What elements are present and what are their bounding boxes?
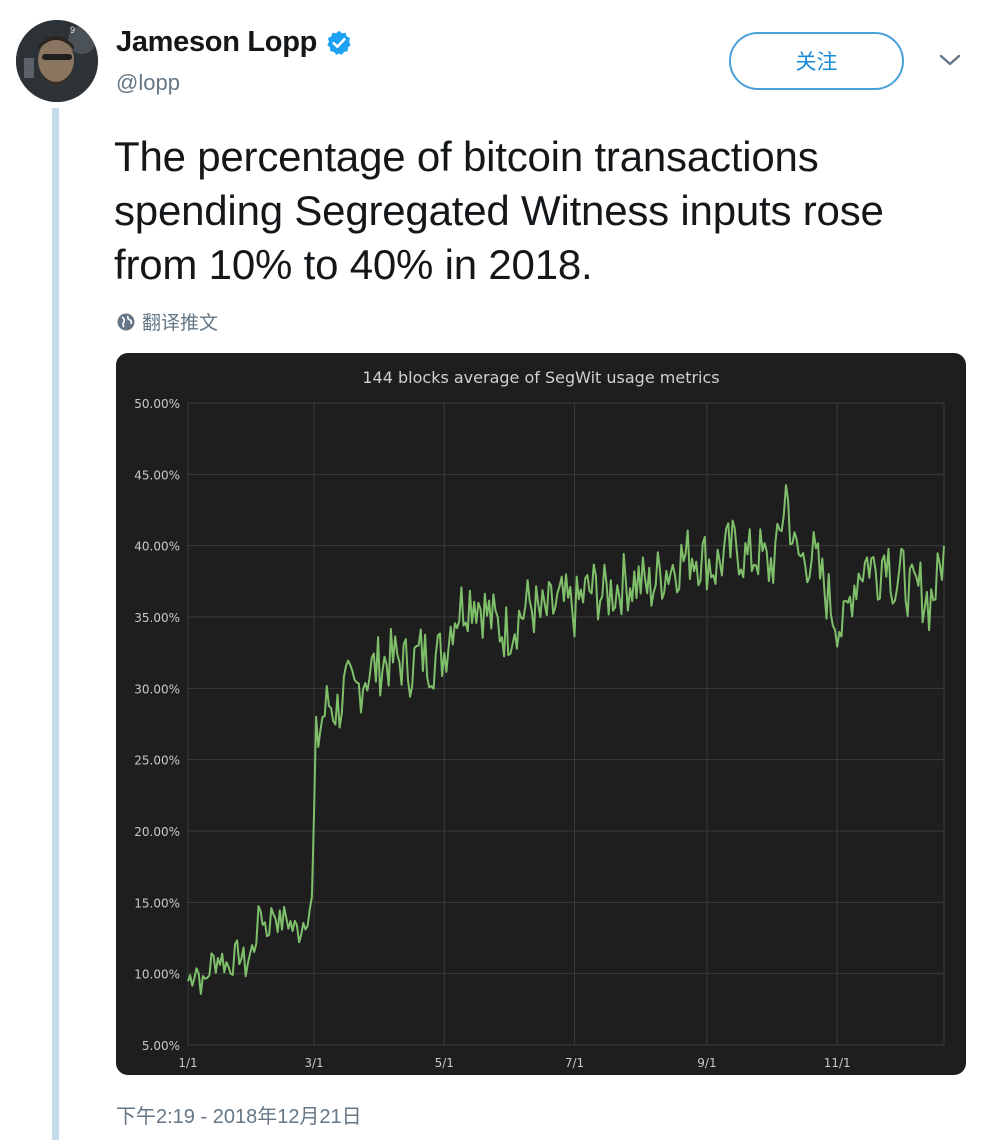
x-axis-ticks: 1/1 3/1 5/1 7/1 9/1 11/1 [178, 1056, 850, 1070]
avatar-badge: 9 [70, 25, 75, 35]
x-tick-label: 11/1 [824, 1056, 851, 1070]
translate-label: 翻译推文 [142, 313, 219, 334]
author-handle[interactable]: @lopp [116, 70, 180, 95]
y-axis-ticks: 5.00% 10.00% 15.00% 20.00% 25.00% 30.00% 35.00… [134, 397, 180, 1053]
author-name[interactable]: Jameson Lopp [116, 26, 318, 58]
y-tick-label: 20.00% [134, 825, 180, 839]
verified-badge-icon [327, 30, 351, 55]
y-tick-label: 35.00% [134, 611, 180, 625]
author-name-row: Jameson Lopp [116, 26, 353, 59]
avatar-image: 9 [16, 20, 98, 102]
chart-title: 144 blocks average of SegWit usage metri… [362, 368, 719, 387]
tweet-timestamp[interactable]: 下午2:19 - 2018年12月21日 [116, 1106, 362, 1128]
segwit-usage-chart: 144 blocks average of SegWit usage metri… [134, 368, 945, 1070]
y-tick-label: 15.00% [134, 896, 180, 910]
chevron-down-icon[interactable] [938, 52, 962, 68]
globe-icon [117, 313, 135, 330]
x-tick-label: 5/1 [435, 1056, 454, 1070]
thread-line [52, 108, 59, 1140]
chart-grid [187, 402, 945, 1046]
x-tick-label: 9/1 [697, 1056, 716, 1070]
x-tick-label: 3/1 [304, 1056, 323, 1070]
y-tick-label: 25.00% [134, 754, 180, 768]
y-tick-label: 45.00% [134, 468, 180, 482]
tweet-text: The percentage of bitcoin transactions s… [114, 133, 884, 288]
translate-tweet-link[interactable]: 翻译推文 [116, 308, 218, 335]
series-line [187, 484, 945, 995]
y-tick-label: 40.00% [134, 540, 180, 554]
y-tick-label: 10.00% [134, 968, 180, 982]
avatar[interactable]: 9 [16, 20, 98, 102]
y-tick-label: 5.00% [142, 1039, 180, 1053]
y-tick-label: 50.00% [134, 397, 180, 411]
chart-image[interactable]: 144 blocks average of SegWit usage metri… [116, 353, 966, 1075]
x-tick-label: 7/1 [565, 1056, 584, 1070]
follow-button[interactable]: 关注 [729, 32, 904, 90]
x-tick-label: 1/1 [178, 1056, 197, 1070]
y-tick-label: 30.00% [134, 682, 180, 696]
